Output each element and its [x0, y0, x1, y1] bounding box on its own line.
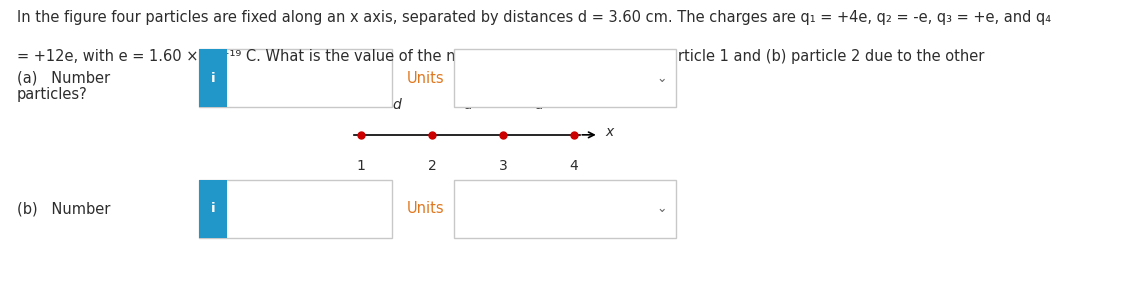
Text: i: i	[210, 202, 216, 215]
Text: x: x	[605, 125, 613, 139]
FancyBboxPatch shape	[199, 180, 392, 238]
Text: 1: 1	[357, 160, 366, 173]
FancyBboxPatch shape	[199, 49, 227, 107]
Text: ⌄: ⌄	[657, 72, 667, 85]
FancyBboxPatch shape	[454, 49, 676, 107]
Text: = +12e, with e = 1.60 × 10⁻¹⁹ C. What is the value of the net electrostatic forc: = +12e, with e = 1.60 × 10⁻¹⁹ C. What is…	[17, 49, 985, 64]
Text: d: d	[534, 98, 543, 112]
Text: particles?: particles?	[17, 87, 87, 102]
Text: i: i	[210, 72, 216, 85]
Text: 2: 2	[427, 160, 436, 173]
Text: Units: Units	[407, 201, 444, 216]
Text: d: d	[392, 98, 401, 112]
FancyBboxPatch shape	[454, 180, 676, 238]
FancyBboxPatch shape	[199, 180, 227, 238]
Text: Units: Units	[407, 71, 444, 86]
Text: In the figure four particles are fixed along an x axis, separated by distances d: In the figure four particles are fixed a…	[17, 10, 1051, 25]
Text: 4: 4	[569, 160, 578, 173]
Text: (b)   Number: (b) Number	[17, 201, 110, 216]
Text: 3: 3	[499, 160, 508, 173]
Text: (a)   Number: (a) Number	[17, 71, 110, 86]
Text: ⌄: ⌄	[657, 202, 667, 215]
FancyBboxPatch shape	[199, 49, 392, 107]
Text: d: d	[463, 98, 471, 112]
